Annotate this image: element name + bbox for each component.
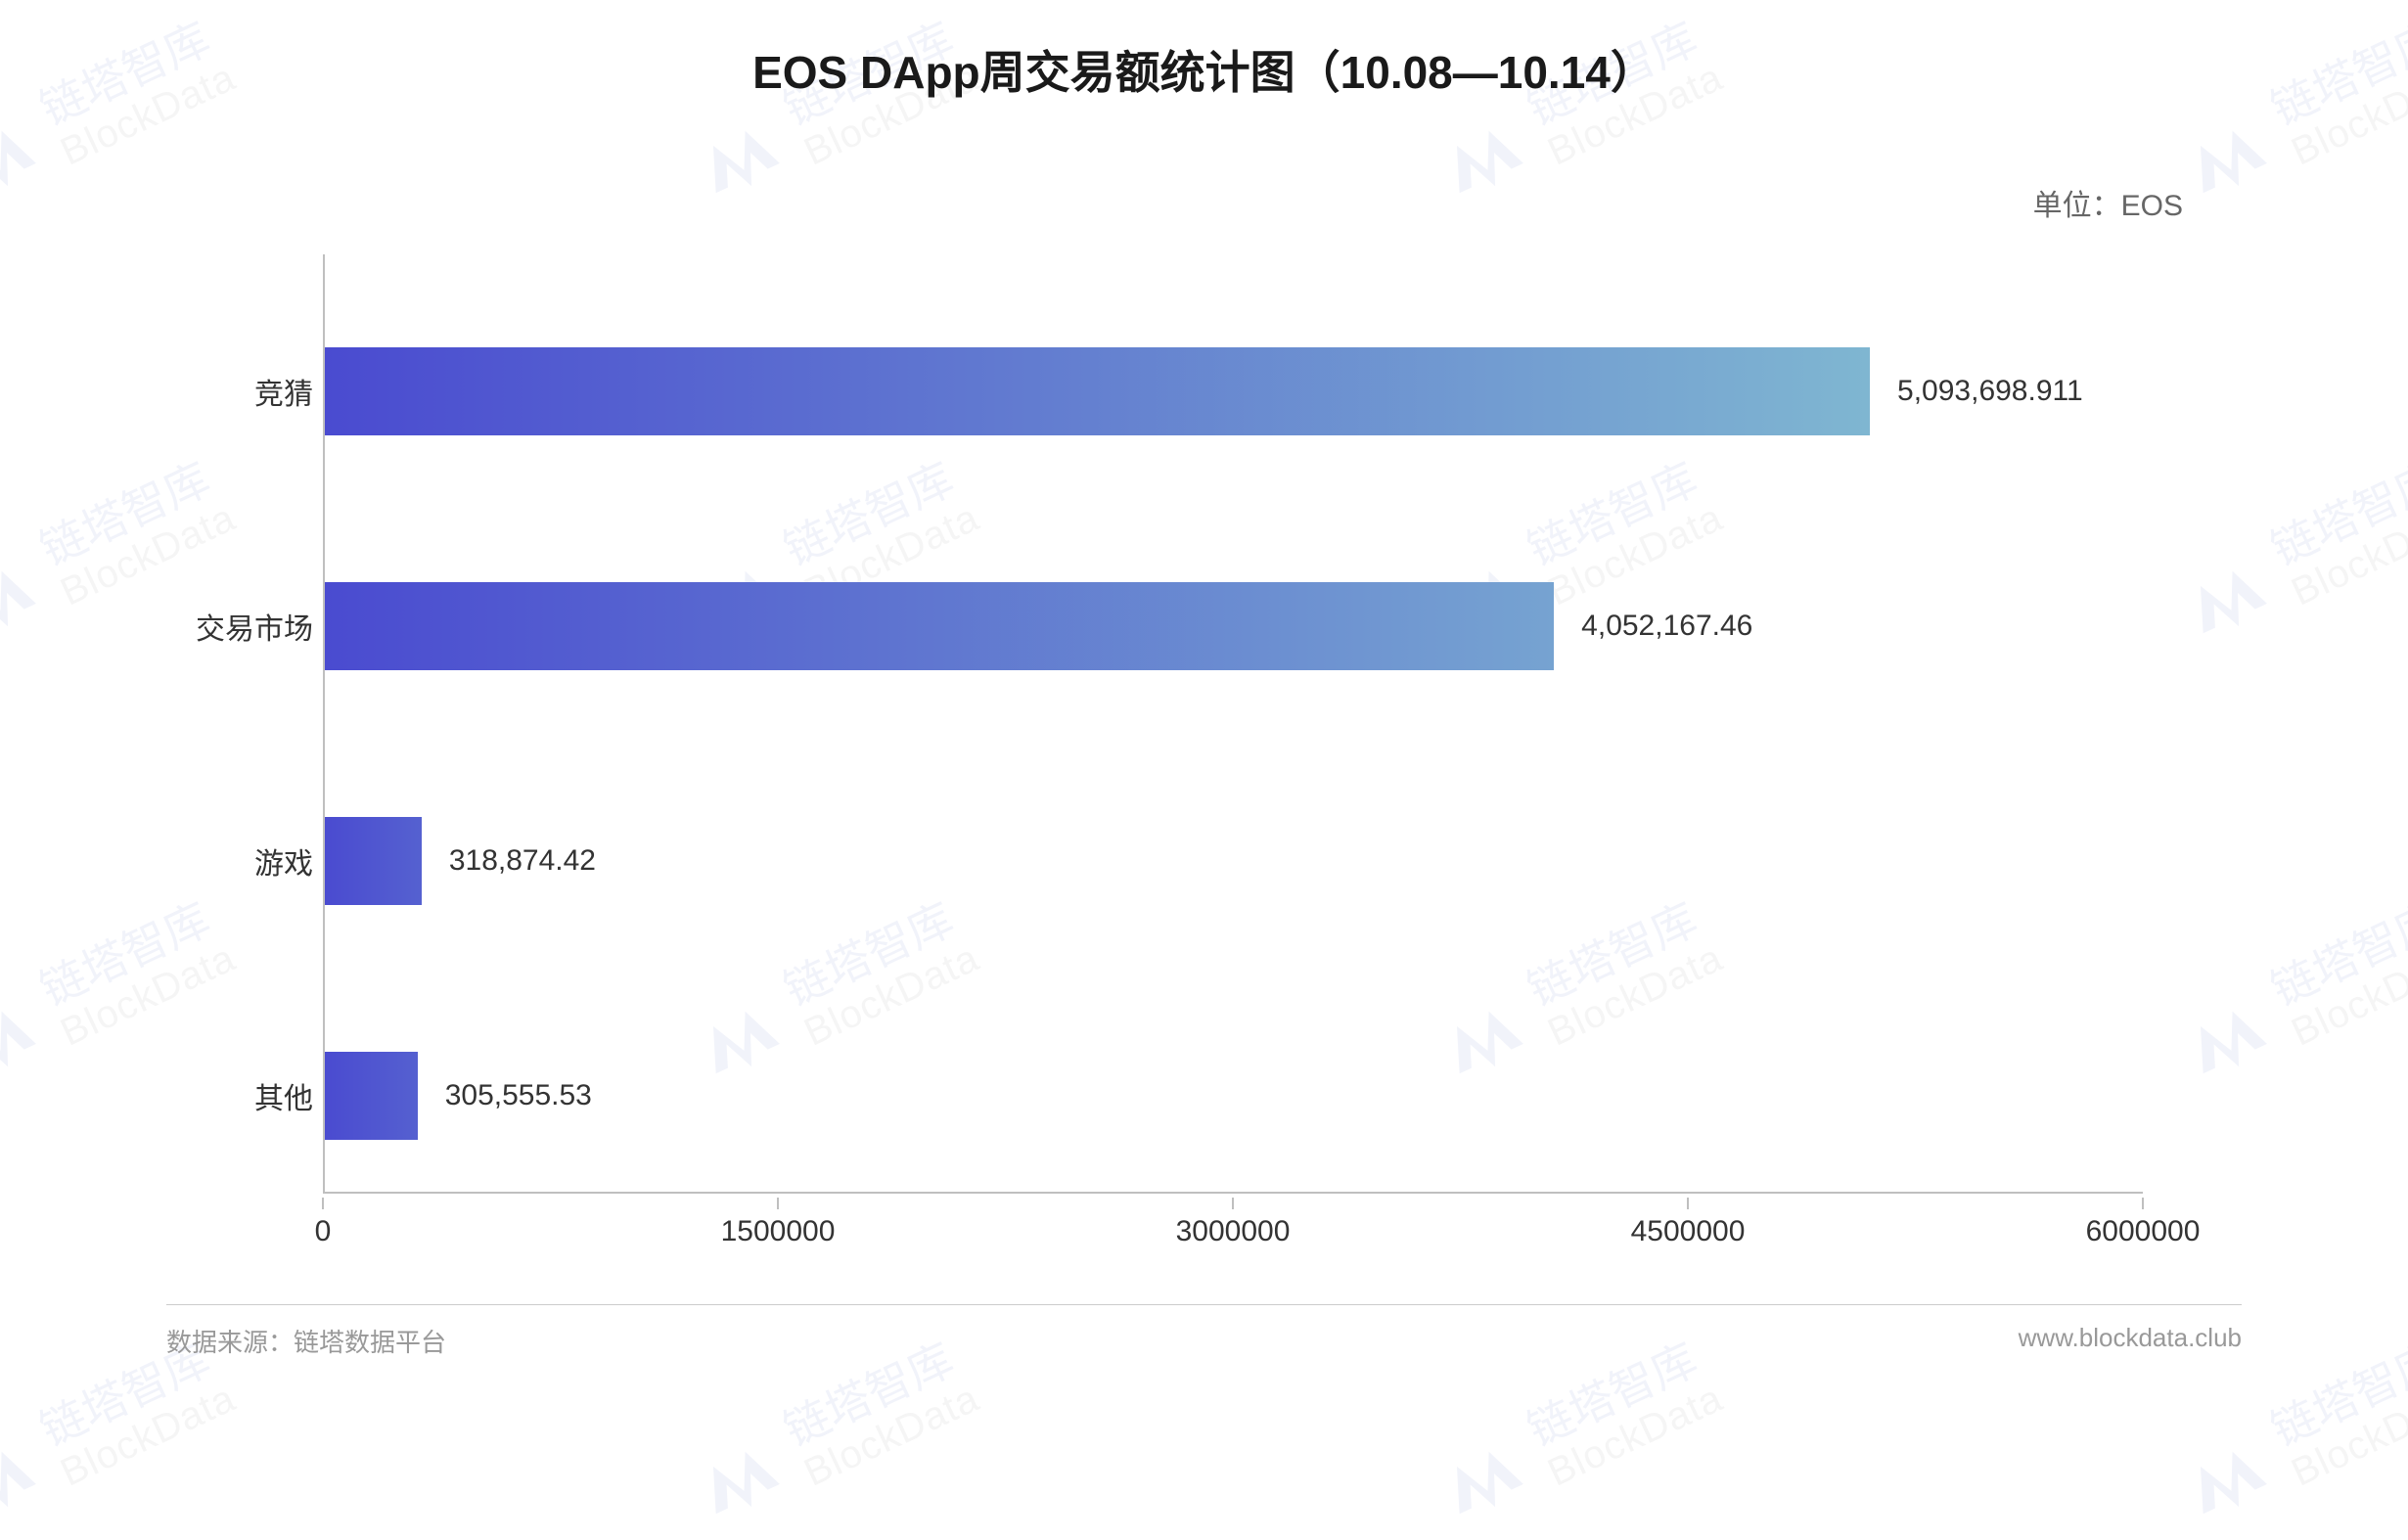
bar-value-label: 305,555.53 bbox=[445, 1079, 592, 1112]
x-tick-label: 4500000 bbox=[1631, 1215, 1746, 1248]
y-axis-label: 竞猜 bbox=[254, 370, 313, 413]
x-tick-label: 3000000 bbox=[1176, 1215, 1291, 1248]
site-label: www.blockdata.club bbox=[2019, 1323, 2242, 1359]
x-tick bbox=[2142, 1198, 2144, 1209]
bar bbox=[325, 817, 422, 905]
x-tick-label: 6000000 bbox=[2086, 1215, 2201, 1248]
bar-row: 305,555.53 bbox=[325, 1052, 592, 1140]
plot-area: 5,093,698.911 4,052,167.46 318,874.42 305,5… bbox=[323, 254, 2143, 1194]
unit-label: 单位：EOS bbox=[2033, 181, 2183, 224]
x-tick-label: 0 bbox=[315, 1215, 332, 1248]
x-tick bbox=[322, 1198, 324, 1209]
x-tick-label: 1500000 bbox=[721, 1215, 836, 1248]
y-axis-label: 其他 bbox=[254, 1074, 313, 1117]
y-axis-label: 交易市场 bbox=[196, 605, 313, 648]
y-axis-label: 游戏 bbox=[254, 839, 313, 883]
x-tick bbox=[1232, 1198, 1234, 1209]
footer: 数据来源：链塔数据平台 www.blockdata.club bbox=[166, 1304, 2242, 1359]
chart-container: EOS DApp周交易额统计图（10.08—10.14） 单位：EOS 5,09… bbox=[0, 0, 2408, 1398]
x-tick bbox=[777, 1198, 779, 1209]
bar-row: 4,052,167.46 bbox=[325, 582, 1752, 670]
x-tick bbox=[1687, 1198, 1689, 1209]
source-label: 数据来源：链塔数据平台 bbox=[166, 1323, 446, 1359]
bar-value-label: 5,093,698.911 bbox=[1897, 375, 2083, 408]
bar-value-label: 4,052,167.46 bbox=[1581, 610, 1752, 643]
bar bbox=[325, 1052, 418, 1140]
chart-area: 5,093,698.911 4,052,167.46 318,874.42 305,5… bbox=[166, 254, 2143, 1252]
bar-value-label: 318,874.42 bbox=[449, 844, 596, 878]
bar bbox=[325, 347, 1870, 435]
bar bbox=[325, 582, 1554, 670]
bar-row: 5,093,698.911 bbox=[325, 347, 2083, 435]
bar-row: 318,874.42 bbox=[325, 817, 596, 905]
chart-title: EOS DApp周交易额统计图（10.08—10.14） bbox=[0, 0, 2408, 102]
